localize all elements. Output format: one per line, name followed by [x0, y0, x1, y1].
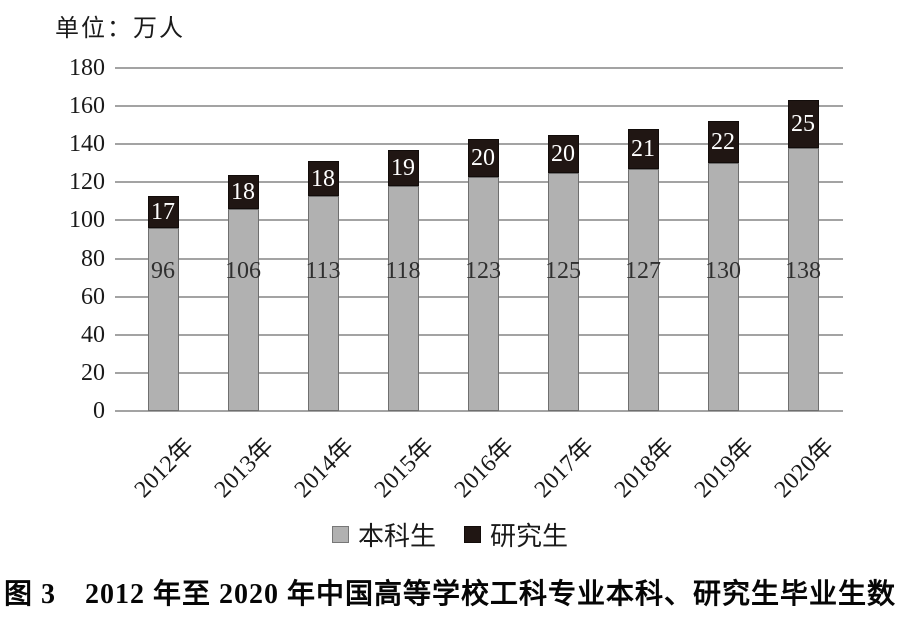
legend-label: 本科生: [357, 522, 436, 551]
bar-segment-undergrad: [227, 209, 259, 411]
y-tick-label: 180: [69, 55, 105, 81]
legend: 本科生 研究生: [0, 516, 900, 553]
y-tick-label: 80: [81, 245, 105, 272]
figure-caption: 图 3 2012 年至 2020 年中国高等学校工科专业本科、研究生毕业生数: [3, 579, 896, 610]
grad-value-label: 17: [151, 198, 175, 225]
grad-value-label: 20: [471, 144, 495, 171]
bar-segment-grad: [147, 195, 179, 229]
y-tick-label: 140: [69, 131, 105, 158]
undergrad-value-label: 125: [545, 258, 581, 284]
x-axis-label: 2018年: [609, 433, 680, 503]
grad-value-label: 21: [631, 136, 655, 162]
x-axis-label: 2017年: [529, 433, 600, 503]
undergrad-value-label: 123: [465, 258, 501, 284]
undergrad-legend-swatch: [331, 526, 349, 543]
undergrad-value-label: 138: [785, 258, 821, 284]
undergrad-value-label: 127: [625, 258, 661, 284]
gridline: [115, 67, 843, 69]
bar-segment-undergrad: [387, 186, 419, 411]
legend-item: 研究生: [464, 516, 568, 553]
y-tick-label: 20: [81, 359, 105, 386]
x-axis-label: 2012年: [129, 433, 200, 503]
plot-area: 96 17 2012年 106 18 2013年 113 18 2014年 118 19 2015年 1…: [115, 67, 843, 503]
bar-segment-undergrad: [467, 176, 499, 411]
bar-segment-grad: [787, 100, 819, 149]
undergrad-value-label: 130: [705, 258, 741, 284]
grad-value-label: 19: [391, 155, 415, 182]
x-axis-label: 2020年: [769, 433, 840, 503]
undergrad-value-label: 113: [305, 258, 341, 284]
bar-segment-undergrad: [627, 169, 659, 411]
legend-label: 研究生: [490, 522, 569, 551]
unit-label: 单位：万人: [55, 16, 185, 42]
grad-value-label: 18: [311, 165, 335, 192]
undergrad-value-label: 118: [385, 258, 421, 284]
bar-segment-grad: [467, 138, 499, 177]
grad-value-label: 22: [711, 129, 735, 156]
gridline: [115, 410, 843, 412]
bar-segment-undergrad: [707, 163, 739, 411]
y-tick-label: 100: [69, 207, 105, 234]
bar-segment-undergrad: [787, 148, 819, 411]
bar-segment-grad: [547, 134, 579, 173]
undergrad-value-label: 106: [225, 258, 261, 284]
grad-value-label: 20: [551, 140, 575, 167]
legend-item: 本科生: [331, 516, 436, 553]
grad-value-label: 25: [791, 111, 815, 138]
x-axis-label: 2019年: [689, 433, 760, 503]
gridline: [115, 105, 843, 108]
y-tick-label: 0: [93, 398, 105, 424]
bar-segment-grad: [227, 174, 259, 210]
y-tick-label: 60: [81, 283, 105, 310]
bar-segment-undergrad: [147, 228, 179, 411]
y-tick-label: 40: [81, 321, 105, 348]
bar-segment-grad: [387, 149, 419, 187]
x-axis-label: 2013年: [209, 433, 280, 503]
x-axis-label: 2016年: [449, 433, 520, 503]
y-tick-label: 160: [69, 93, 105, 120]
bar-segment-grad: [627, 128, 659, 169]
y-tick-label: 120: [69, 169, 105, 196]
grad-legend-swatch: [464, 526, 481, 543]
grad-value-label: 18: [231, 178, 255, 205]
x-axis-label: 2014年: [289, 433, 360, 503]
bar-segment-undergrad: [547, 172, 579, 411]
bar-segment-grad: [307, 161, 339, 196]
bar-segment-undergrad: [307, 195, 339, 411]
x-axis-label: 2015年: [369, 433, 440, 503]
undergrad-value-label: 96: [151, 258, 175, 284]
bar-segment-grad: [707, 121, 739, 164]
